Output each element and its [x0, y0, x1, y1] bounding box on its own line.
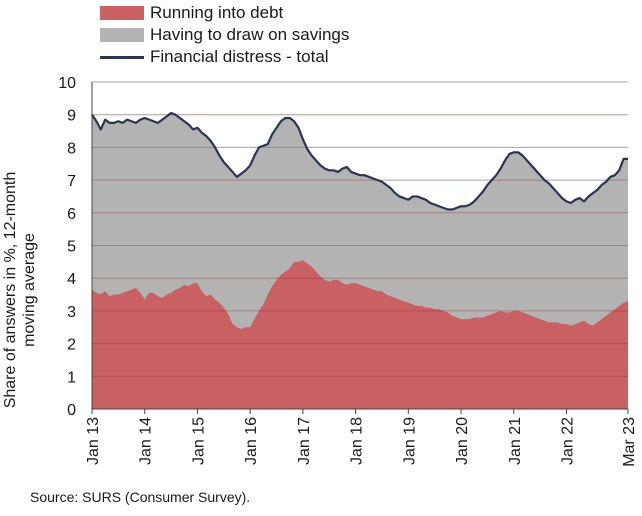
y-tick-label: 1: [67, 369, 76, 386]
y-tick-label: 7: [67, 173, 76, 190]
y-tick-label: 9: [67, 108, 76, 125]
y-tick-label: 3: [67, 304, 76, 321]
y-tick-label: 10: [58, 75, 76, 92]
x-tick-label: Jan 22: [559, 417, 576, 465]
y-tick-label: 4: [67, 271, 76, 288]
x-tick-label: Jan 14: [138, 417, 155, 465]
legend: Running into debt Having to draw on savi…: [100, 2, 349, 68]
x-tick-labels: Jan 13 Jan 14 Jan 15 Jan 16 Jan 17 Jan 18 Jan …: [85, 417, 638, 467]
legend-swatch-savings: [100, 28, 144, 42]
legend-label-savings: Having to draw on savings: [150, 25, 350, 44]
y-tick-label: 2: [67, 337, 76, 354]
x-tick-label: Jan 19: [401, 417, 418, 465]
legend-swatch-total: [100, 55, 144, 59]
debt-area: [92, 260, 628, 409]
y-tick-label: 8: [67, 140, 76, 157]
x-tick-label: Jan 15: [190, 417, 207, 465]
x-tick-label: Jan 17: [296, 417, 313, 465]
legend-label-debt: Running into debt: [150, 3, 284, 22]
source-note: Source: SURS (Consumer Survey).: [30, 489, 251, 505]
legend-item-savings: Having to draw on savings: [100, 24, 349, 46]
x-tick-label: Jan 21: [507, 417, 524, 465]
x-tick-label: Jan 13: [85, 417, 102, 465]
y-tick-labels: 0 1 2 3 4 5 6 7 8 9 10: [58, 75, 76, 419]
legend-item-total: Financial distress - total: [100, 46, 349, 68]
axes: [91, 82, 629, 414]
legend-label-total: Financial distress - total: [150, 47, 329, 66]
y-tick-label: 5: [67, 239, 76, 256]
y-tick-label: 6: [67, 206, 76, 223]
legend-swatch-debt: [100, 6, 144, 20]
total-line: [91, 111, 628, 211]
x-tick-label: Mar 23: [621, 417, 638, 467]
legend-item-debt: Running into debt: [100, 2, 349, 24]
y-axis-label: Share of answers in %, 12-month moving a…: [2, 171, 38, 409]
x-tick-label: Jan 18: [349, 417, 366, 465]
y-tick-label: 0: [67, 402, 76, 419]
grid-lines-over-areas: [92, 81, 628, 377]
x-tick-label: Jan 20: [454, 417, 471, 465]
x-tick-label: Jan 16: [243, 417, 260, 465]
